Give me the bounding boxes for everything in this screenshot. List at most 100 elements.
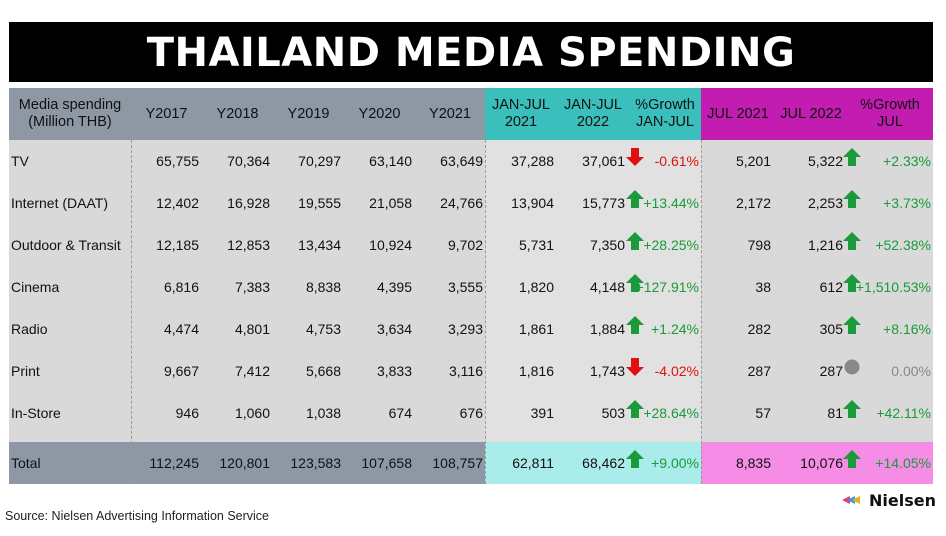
cell-y2019: 19,555 (298, 195, 341, 211)
arrow-up-icon (626, 182, 644, 224)
cell-jul2022: 612 (819, 279, 843, 295)
column-header: Y2021 (429, 105, 471, 122)
cell-y2021: 676 (459, 405, 483, 421)
cell-y2017: 12,402 (156, 195, 199, 211)
cell-jul2021: 5,201 (735, 153, 771, 169)
column-header: JAN-JUL 2021 (491, 97, 550, 130)
table-row: TV 65,755 70,364 70,297 63,140 63,649 37,288 37… (9, 140, 933, 182)
cell-y2019: 8,838 (305, 279, 341, 295)
arrow-up-icon (843, 182, 861, 224)
table-row: In-Store 946 1,060 1,038 674 676 391 503 57 81 +28… (9, 392, 933, 434)
cell-jul2022: 10,076 (800, 455, 843, 471)
cell-y2017: 946 (175, 405, 199, 421)
table-row: Outdoor & Transit 12,185 12,853 13,434 10,92… (9, 224, 933, 266)
cell-janjul2021: 13,904 (511, 195, 554, 211)
arrow-down-icon (626, 140, 644, 182)
column-header: Y2019 (287, 105, 330, 122)
total-group-jul (701, 442, 933, 484)
cell-growth_janjul: +1.24% (651, 321, 699, 337)
cell-jul2022: 305 (819, 321, 843, 337)
cell-janjul2022: 15,773 (582, 195, 625, 211)
total-row: Total 112,245 120,801 123,583 107,658 108,757… (9, 442, 933, 484)
cell-growth_janjul: +28.25% (643, 237, 699, 253)
body-group-jul (701, 140, 933, 442)
row-label: Radio (11, 321, 48, 337)
total-group-years (9, 442, 485, 484)
arrow-up-icon (626, 308, 644, 350)
cell-growth_jul: 0.00% (891, 363, 931, 379)
cell-y2018: 120,801 (219, 455, 270, 471)
cell-janjul2022: 1,884 (589, 321, 625, 337)
cell-y2018: 70,364 (227, 153, 270, 169)
cell-y2020: 3,833 (376, 363, 412, 379)
cell-jul2021: 798 (747, 237, 771, 253)
table-row: Internet (DAAT) 12,402 16,928 19,555 21,058 2… (9, 182, 933, 224)
arrow-down-icon (626, 350, 644, 392)
arrow-up-icon (843, 140, 861, 182)
table-row: Print 9,667 7,412 5,668 3,833 3,116 1,816 1,743… (9, 350, 933, 392)
column-header: JUL 2021 (707, 105, 769, 122)
arrow-up-icon (843, 442, 861, 484)
header-group-years (9, 88, 485, 140)
arrow-up-icon (626, 224, 644, 266)
nielsen-logo: Nielsen (842, 490, 936, 510)
cell-janjul2021: 1,861 (518, 321, 554, 337)
body-group-years (9, 140, 485, 442)
arrow-up-icon (843, 392, 861, 434)
row-label: Cinema (11, 279, 60, 295)
total-group-janjul (485, 442, 701, 484)
cell-growth_jul: +3.73% (883, 195, 931, 211)
cell-growth_jul: +8.16% (883, 321, 931, 337)
column-header: Y2018 (216, 105, 259, 122)
cell-janjul2022: 68,462 (582, 455, 625, 471)
cell-y2018: 1,060 (234, 405, 270, 421)
cell-y2021: 3,293 (447, 321, 483, 337)
cell-jul2021: 8,835 (735, 455, 771, 471)
column-header: Y2020 (358, 105, 401, 122)
arrow-up-icon (843, 224, 861, 266)
cell-y2020: 674 (388, 405, 412, 421)
cell-y2021: 63,649 (440, 153, 483, 169)
cell-y2020: 3,634 (376, 321, 412, 337)
cell-janjul2022: 37,061 (582, 153, 625, 169)
cell-y2018: 12,853 (227, 237, 270, 253)
row-label: Outdoor & Transit (11, 237, 121, 253)
media-spending-table: Media spending (Million THB) Y2017 Y2018 Y2… (9, 88, 933, 484)
cell-y2020: 10,924 (369, 237, 412, 253)
cell-jul2022: 1,216 (807, 237, 843, 253)
arrow-up-icon (843, 266, 861, 308)
cell-janjul2021: 1,820 (518, 279, 554, 295)
arrow-up-icon (626, 392, 644, 434)
cell-y2020: 107,658 (361, 455, 412, 471)
cell-jul2022: 287 (819, 363, 843, 379)
cell-y2020: 4,395 (376, 279, 412, 295)
cell-jul2022: 81 (827, 405, 843, 421)
column-divider (485, 140, 486, 484)
cell-growth_janjul: +127.91% (635, 279, 699, 295)
row-label: Total (11, 455, 41, 471)
cell-y2021: 3,116 (449, 363, 483, 379)
cell-y2017: 65,755 (156, 153, 199, 169)
cell-janjul2021: 37,288 (511, 153, 554, 169)
column-header: %Growth JAN-JUL (635, 97, 695, 130)
column-divider (131, 140, 132, 484)
arrow-up-icon (626, 266, 644, 308)
cell-y2017: 12,185 (156, 237, 199, 253)
cell-janjul2022: 4,148 (589, 279, 625, 295)
cell-jul2021: 282 (747, 321, 771, 337)
cell-janjul2022: 503 (601, 405, 625, 421)
cell-growth_janjul: -4.02% (654, 363, 699, 379)
logo-text: Nielsen (869, 490, 936, 510)
cell-y2021: 108,757 (432, 455, 483, 471)
cell-janjul2021: 62,811 (512, 455, 554, 471)
cell-janjul2022: 7,350 (589, 237, 625, 253)
cell-y2019: 4,753 (305, 321, 341, 337)
cell-y2019: 123,583 (290, 455, 341, 471)
cell-janjul2022: 1,743 (589, 363, 625, 379)
cell-y2017: 6,816 (163, 279, 199, 295)
cell-y2017: 4,474 (163, 321, 199, 337)
arrow-up-icon (626, 442, 644, 484)
cell-jul2021: 57 (755, 405, 771, 421)
row-label: TV (11, 153, 29, 169)
cell-y2020: 21,058 (369, 195, 412, 211)
